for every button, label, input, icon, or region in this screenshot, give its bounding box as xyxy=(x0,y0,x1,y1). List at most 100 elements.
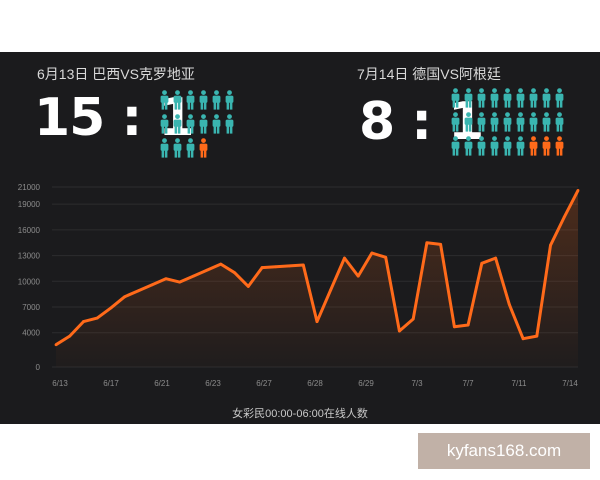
x-tick-label: 7/14 xyxy=(562,379,578,388)
chart-panel: 6月13日 巴西VS克罗地亚 15 : 1 7月14日 德国VS阿根廷 8 : … xyxy=(0,52,600,424)
data-point xyxy=(164,277,168,281)
data-point xyxy=(535,334,539,338)
match1-fan-icons xyxy=(160,90,234,158)
male-fan-icon xyxy=(186,114,195,134)
male-fan-icon xyxy=(212,114,221,134)
male-fan-icon xyxy=(477,112,486,132)
y-tick-label: 0 xyxy=(36,363,41,372)
male-fan-icon xyxy=(542,112,551,132)
data-point xyxy=(109,306,113,310)
x-axis-caption: 女彩民00:00-06:00在线人数 xyxy=(232,408,368,420)
series-points xyxy=(54,189,580,347)
female-fan-icon xyxy=(542,136,551,156)
data-point xyxy=(123,295,127,299)
data-point xyxy=(398,329,401,333)
data-point xyxy=(576,189,580,192)
x-tick-label: 6/13 xyxy=(52,379,68,388)
male-fan-icon xyxy=(451,136,460,156)
match2-fan-icons xyxy=(451,88,564,156)
male-fan-icon xyxy=(529,112,538,132)
data-point xyxy=(95,316,99,320)
male-fan-icon xyxy=(490,112,499,132)
y-tick-label: 13000 xyxy=(18,252,41,261)
x-tick-label: 6/21 xyxy=(154,379,170,388)
male-fan-icon xyxy=(464,88,473,108)
male-fan-icon xyxy=(186,90,195,110)
data-point xyxy=(191,274,195,278)
data-point xyxy=(466,323,470,327)
x-tick-label: 7/11 xyxy=(512,379,528,388)
data-point xyxy=(246,285,250,288)
male-fan-icon xyxy=(542,88,551,108)
data-point xyxy=(329,288,333,292)
data-point xyxy=(480,261,484,265)
female-fan-icon xyxy=(529,136,538,156)
data-point xyxy=(274,265,278,269)
male-fan-icon xyxy=(464,112,473,132)
data-point xyxy=(507,303,511,306)
x-axis-ticks: 6/13 6/17 6/21 6/23 6/27 6/28 6/29 7/3 7/7 7/11 7/… xyxy=(52,379,578,388)
data-point xyxy=(562,215,566,219)
male-fan-icon xyxy=(160,138,169,158)
x-tick-label: 6/28 xyxy=(307,379,323,388)
data-point xyxy=(439,243,443,246)
data-point xyxy=(356,274,360,278)
male-fan-icon xyxy=(503,88,512,108)
male-fan-icon xyxy=(529,88,538,108)
x-tick-label: 6/27 xyxy=(256,379,272,388)
male-fan-icon xyxy=(160,90,169,110)
y-tick-label: 4000 xyxy=(22,329,40,338)
data-point xyxy=(343,256,346,260)
x-tick-label: 6/17 xyxy=(103,379,119,388)
male-fan-icon xyxy=(451,112,460,132)
male-fan-icon xyxy=(186,138,195,158)
male-fan-icon xyxy=(212,90,221,110)
female-fan-icon xyxy=(199,138,208,158)
series-area-fill xyxy=(56,190,578,367)
y-tick-label: 16000 xyxy=(18,226,41,235)
y-tick-label: 19000 xyxy=(18,200,41,209)
male-fan-icon xyxy=(477,136,486,156)
male-fan-icon xyxy=(451,88,460,108)
data-point xyxy=(68,334,72,338)
data-point xyxy=(233,271,236,275)
female-fan-icon xyxy=(555,136,564,156)
data-point xyxy=(260,266,264,269)
male-fan-icon xyxy=(225,90,234,110)
male-fan-icon xyxy=(516,112,525,132)
male-fan-icon xyxy=(555,112,564,132)
data-point xyxy=(205,268,209,272)
data-point xyxy=(384,255,388,259)
watermark-badge: kyfans168.com xyxy=(418,433,590,469)
male-fan-icon xyxy=(464,136,473,156)
x-tick-label: 7/3 xyxy=(411,379,423,388)
data-point xyxy=(494,256,497,260)
male-fan-icon xyxy=(225,114,234,134)
y-axis-ticks: 0 4000 7000 10000 13000 16000 19000 21000 xyxy=(18,183,41,372)
match2-score: 8 : 1 xyxy=(359,92,484,152)
male-fan-icon xyxy=(160,114,169,134)
male-fan-icon xyxy=(516,136,525,156)
data-point xyxy=(425,241,429,245)
data-point xyxy=(301,263,305,267)
data-point xyxy=(178,280,182,284)
male-fan-icon xyxy=(173,138,182,158)
male-fan-icon xyxy=(199,114,208,134)
male-fan-icon xyxy=(555,88,564,108)
male-fan-icon xyxy=(173,90,182,110)
data-point xyxy=(370,251,374,255)
match1-date-label: 6月13日 巴西VS克罗地亚 xyxy=(37,66,195,82)
data-point xyxy=(315,320,319,323)
x-tick-label: 7/7 xyxy=(462,379,474,388)
male-fan-icon xyxy=(490,88,499,108)
data-point xyxy=(521,337,525,341)
male-fan-icon xyxy=(477,88,486,108)
y-tick-label: 21000 xyxy=(18,183,41,192)
match2-date-label: 7月14日 德国VS阿根廷 xyxy=(357,66,501,82)
x-tick-label: 6/23 xyxy=(205,379,221,388)
male-fan-icon xyxy=(516,88,525,108)
male-fan-icon xyxy=(199,90,208,110)
male-fan-icon xyxy=(490,136,499,156)
data-point xyxy=(549,243,552,247)
